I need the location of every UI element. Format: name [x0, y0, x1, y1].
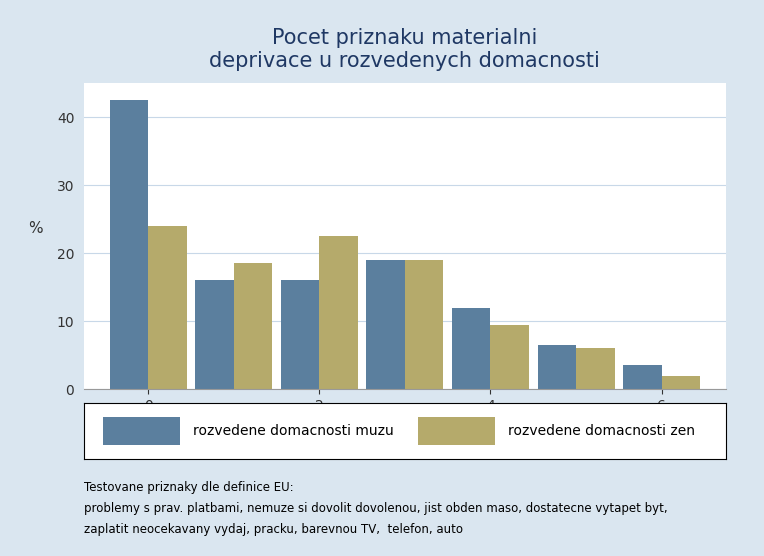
- Bar: [538, 345, 576, 389]
- FancyBboxPatch shape: [103, 417, 180, 445]
- Title: Pocet priznaku materialni
deprivace u rozvedenych domacnosti: Pocet priznaku materialni deprivace u ro…: [209, 28, 601, 71]
- Bar: [623, 365, 662, 389]
- Bar: [281, 280, 319, 389]
- Text: rozvedene domacnosti muzu: rozvedene domacnosti muzu: [193, 424, 394, 438]
- Bar: [662, 376, 700, 389]
- Bar: [405, 260, 443, 389]
- Bar: [234, 264, 272, 389]
- Bar: [576, 349, 614, 389]
- Bar: [319, 236, 358, 389]
- Text: problemy s prav. platbami, nemuze si dovolit dovolenou, jist obden maso, dostate: problemy s prav. platbami, nemuze si dov…: [84, 502, 668, 515]
- Bar: [367, 260, 405, 389]
- X-axis label: stupen materialni deprivace: stupen materialni deprivace: [297, 419, 513, 434]
- Y-axis label: %: %: [28, 221, 44, 236]
- Bar: [196, 280, 234, 389]
- Bar: [110, 101, 148, 389]
- Bar: [148, 226, 186, 389]
- Text: zaplatit neocekavany vydaj, pracku, barevnou TV,  telefon, auto: zaplatit neocekavany vydaj, pracku, bare…: [84, 523, 463, 536]
- FancyBboxPatch shape: [418, 417, 495, 445]
- Text: Testovane priznaky dle definice EU:: Testovane priznaky dle definice EU:: [84, 481, 293, 494]
- Bar: [452, 307, 490, 389]
- Text: rozvedene domacnosti zen: rozvedene domacnosti zen: [507, 424, 694, 438]
- Bar: [490, 325, 529, 389]
